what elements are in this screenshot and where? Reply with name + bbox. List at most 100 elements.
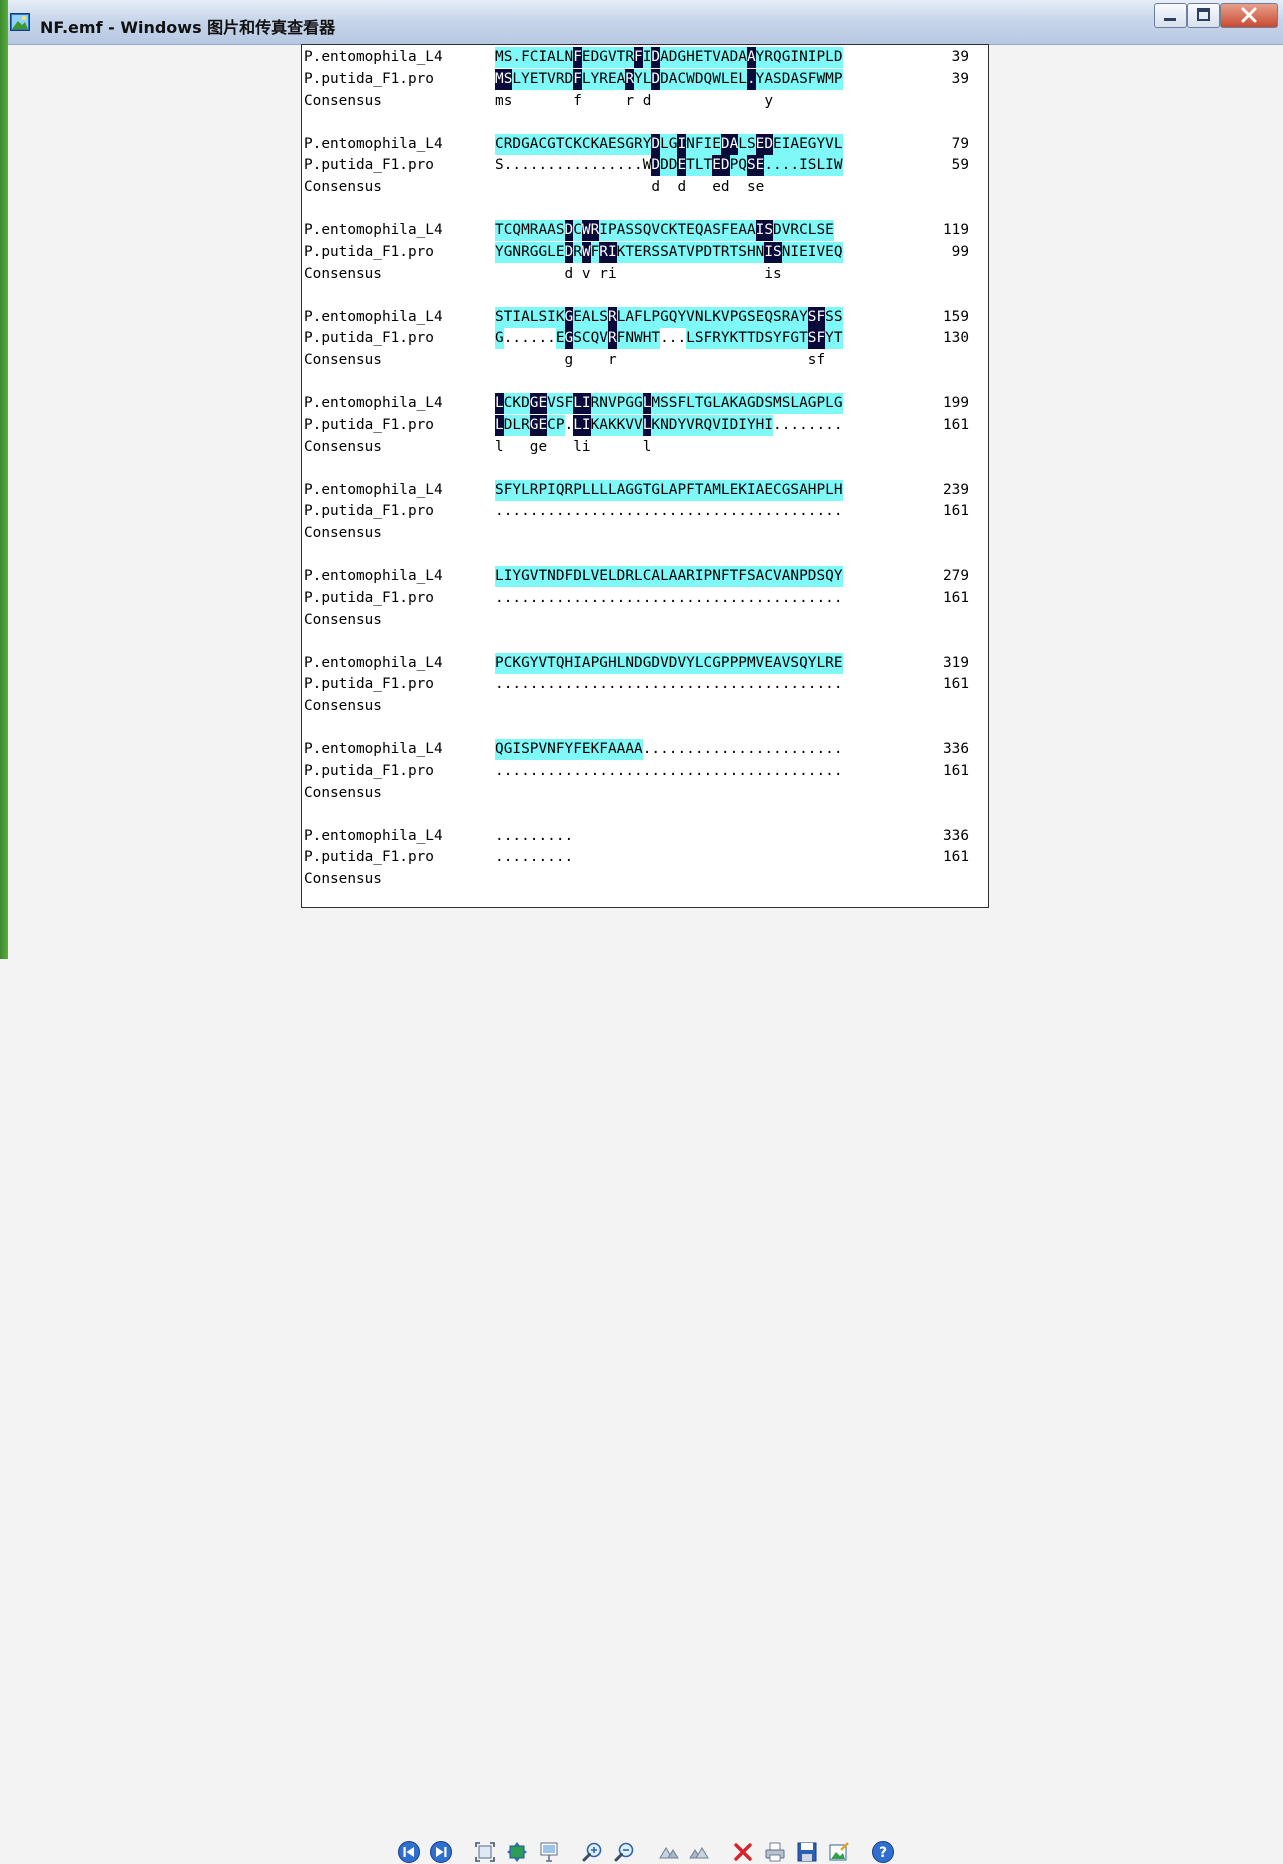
zoom-in-icon: [582, 1842, 602, 1862]
alignment-document: P.entomophila_L4 MS.FCIALNFEDGVTRFIDADGHE…: [301, 44, 989, 908]
help-button[interactable]: ?: [871, 1840, 895, 1864]
sequence-name: P.putida_F1.pro: [304, 762, 434, 779]
alignment-row: P.entomophila_L4 CRDGACGTCKCKAESGRYDLGINF…: [302, 133, 988, 155]
delete-button[interactable]: [731, 1840, 755, 1864]
edit-icon: [829, 1842, 849, 1861]
consensus-sequence: l ge li l: [495, 438, 652, 455]
sequence-name: P.entomophila_L4: [304, 395, 443, 411]
alignment-row: P.putida_F1.pro S................WDDDETLT…: [302, 155, 988, 177]
slideshow-button[interactable]: [537, 1840, 561, 1864]
sequence-name: P.entomophila_L4: [304, 827, 443, 844]
zoom-out-icon: [614, 1842, 634, 1862]
open-editor-button[interactable]: [827, 1840, 851, 1864]
minimize-button[interactable]: [1154, 3, 1187, 28]
sequence-name: P.putida_F1.pro: [304, 330, 434, 347]
alignment-row: P.entomophila_L4......... 336: [302, 825, 988, 847]
residue-position: 161: [910, 847, 969, 869]
actual-size-icon: [507, 1842, 527, 1862]
alignment-row: P.putida_F1.pro.........................…: [302, 501, 988, 523]
residue-sequence: ........................................: [495, 589, 843, 606]
alignment-row: P.putida_F1.pro MSLYETVRDFLYREARYLDDACWDQ…: [302, 68, 988, 90]
residue-sequence: LIYGVTNDFDLVELDRLCALAARIPNFTFSACVANPDSQY: [495, 566, 843, 587]
residue-position: 79: [910, 133, 969, 155]
residue-sequence: LCKDGEVSFLIRNVPGGLMSSFLTGLAKAGDSMSLAGPLG: [495, 393, 843, 414]
rotate-counterclockwise-icon: [689, 1847, 709, 1859]
alignment-row: Consensus ms f r d y: [302, 91, 988, 112]
maximize-icon: [1197, 8, 1210, 21]
consensus-sequence: d v ri is: [564, 265, 782, 282]
sequence-name: P.entomophila_L4: [304, 481, 443, 498]
sequence-name: P.entomophila_L4: [304, 568, 443, 584]
residue-sequence: SFYLRPIQRPLLLLAGGTGLAPFTAMLEKIAECGSAHPLH: [495, 479, 843, 501]
sequence-name: Consensus: [304, 352, 382, 369]
sequence-name: Consensus: [304, 525, 382, 542]
residue-sequence: ........................................: [495, 762, 843, 779]
alignment-row: Consensus: [302, 610, 988, 631]
rotate-counterclockwise-button[interactable]: [687, 1840, 711, 1864]
residue-sequence: YGNRGGLEDRWFRIKTERSSATVPDTRTSHNISNIEIVEQ: [495, 241, 843, 263]
desktop-background-edge: [0, 0, 8, 959]
next-image-button[interactable]: [429, 1840, 453, 1864]
sequence-name: P.putida_F1.pro: [304, 157, 434, 174]
alignment-row: P.entomophila_L4 QGISPVNFYFEKFAAAA.......…: [302, 739, 988, 760]
residue-position: 279: [910, 566, 969, 587]
sequence-name: P.putida_F1.pro: [304, 70, 434, 87]
zoom-in-button[interactable]: [581, 1840, 605, 1864]
alignment-row: P.entomophila_L4 PCKGYVTQHIAPGHLNDGDVDVYL…: [302, 652, 988, 674]
print-icon: [765, 1842, 785, 1862]
residue-sequence: CRDGACGTCKCKAESGRYDLGINFIEDALSEDEIAEGYVL: [495, 133, 843, 155]
residue-sequence: .........: [495, 827, 574, 844]
sequence-name: P.entomophila_L4: [304, 308, 443, 325]
sequence-name: Consensus: [304, 611, 382, 628]
alignment-row: Consensus: [302, 523, 988, 544]
residue-position: 199: [910, 393, 969, 414]
residue-sequence: STIALSIKGEALSRLAFLPGQYVNLKVPGSEQSRAYSFSS: [495, 306, 843, 328]
best-fit-button[interactable]: [473, 1840, 497, 1864]
sequence-name: P.putida_F1.pro: [304, 503, 434, 520]
close-button[interactable]: [1220, 3, 1278, 28]
alignment-row: P.putida_F1.pro LDLRGECP.LIKAKKVVLKNDYVRQ…: [302, 414, 988, 436]
maximize-button[interactable]: [1187, 3, 1220, 28]
save-button[interactable]: [795, 1840, 819, 1864]
sequence-name: Consensus: [304, 265, 382, 282]
sequence-name: Consensus: [304, 92, 382, 109]
best-fit-icon: [475, 1842, 495, 1862]
sequence-name: P.entomophila_L4: [304, 49, 443, 65]
residue-sequence: QGISPVNFYFEKFAAAA.......................: [495, 739, 843, 760]
close-icon: [1241, 7, 1257, 23]
residue-position: 319: [910, 652, 969, 674]
residue-position: 239: [910, 479, 969, 501]
consensus-sequence: g r sf: [564, 352, 826, 369]
title-bar: NF.emf - Windows 图片和传真查看器: [0, 0, 1283, 45]
residue-position: 336: [910, 739, 969, 760]
picture-viewer-app-icon: [10, 13, 30, 31]
residue-position: 39: [910, 47, 969, 68]
residue-position: 59: [910, 155, 969, 177]
minimize-icon: [1164, 18, 1176, 21]
residue-sequence: ........................................: [495, 503, 843, 520]
help-icon: ?: [879, 1845, 887, 1861]
alignment-row: Consensus: [302, 696, 988, 717]
residue-sequence: G......EGSCQVRFNWHT...LSFRYKTTDSYFGTSFYT: [495, 328, 843, 350]
alignment-row: P.putida_F1.pro......... 161: [302, 847, 988, 869]
consensus-sequence: d d ed se: [651, 179, 765, 196]
alignment-row: Consensus: [302, 869, 988, 890]
rotate-clockwise-button[interactable]: [657, 1840, 681, 1864]
alignment-row: P.entomophila_L4 LCKDGEVSFLIRNVPGGLMSSFLT…: [302, 393, 988, 414]
alignment-row: Consensus g r sf: [302, 350, 988, 371]
previous-image-button[interactable]: [397, 1840, 421, 1864]
alignment-row: Consensus d v ri is: [302, 264, 988, 285]
sequence-name: P.entomophila_L4: [304, 654, 443, 671]
alignment-row: Consensus d d ed se: [302, 177, 988, 198]
residue-sequence: ........................................: [495, 676, 843, 693]
residue-position: 99: [910, 241, 969, 263]
print-button[interactable]: [763, 1840, 787, 1864]
sequence-name: Consensus: [304, 179, 382, 196]
residue-position: 39: [910, 68, 969, 90]
delete-icon: [734, 1843, 752, 1861]
rotate-clockwise-icon: [659, 1847, 679, 1859]
residue-position: 161: [910, 414, 969, 436]
actual-size-button[interactable]: [505, 1840, 529, 1864]
alignment-row: P.entomophila_L4 SFYLRPIQRPLLLLAGGTGLAPFT…: [302, 479, 988, 501]
zoom-out-button[interactable]: [613, 1840, 637, 1864]
